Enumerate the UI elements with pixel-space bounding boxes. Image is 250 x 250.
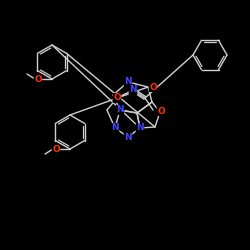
Text: O: O [157,106,165,116]
Text: N: N [136,124,144,132]
Text: N: N [124,78,132,86]
Text: O: O [113,94,121,102]
Text: O: O [149,82,157,92]
Text: N: N [129,86,137,94]
Text: N: N [124,132,132,141]
Text: N: N [111,124,119,132]
Text: O: O [52,144,60,154]
Text: N: N [116,106,124,114]
Text: O: O [34,74,42,84]
